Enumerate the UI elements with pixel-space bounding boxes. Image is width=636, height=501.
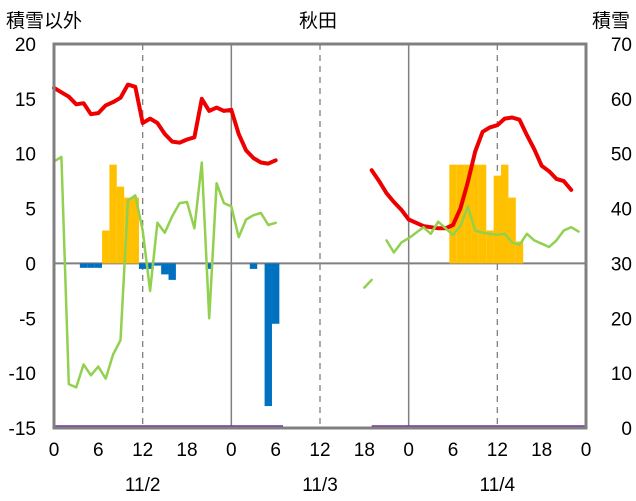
precipitation-bar — [249, 263, 258, 269]
snowfall-bar — [464, 164, 472, 264]
left-tick-label: 20 — [15, 35, 36, 56]
right-tick-label: 0 — [621, 419, 632, 440]
x-tick-label: 0 — [49, 440, 60, 461]
snowfall-bar — [501, 164, 509, 264]
right-tick-label: 40 — [611, 200, 632, 221]
x-tick-label: 12 — [309, 440, 330, 461]
snowfall-bar — [493, 175, 502, 264]
precipitation-bar — [146, 263, 154, 269]
right-tick-label: 70 — [611, 35, 632, 56]
dew-point-line — [385, 205, 580, 254]
temperature-line — [52, 82, 278, 166]
right-tick-label: 10 — [611, 364, 632, 385]
snowfall-bar — [124, 197, 132, 264]
precipitation-bar — [271, 263, 280, 324]
left-tick-label: -10 — [9, 364, 36, 385]
date-label: 11/2 — [125, 475, 161, 496]
left-tick-label: -15 — [9, 419, 36, 440]
snowfall-bar — [508, 197, 516, 264]
precipitation-bar — [138, 263, 147, 269]
chart-title: 秋田 — [299, 10, 337, 32]
x-tick-label: 0 — [403, 440, 414, 461]
snowfall-bar — [131, 197, 139, 264]
left-axis-title: 積雪以外 — [6, 10, 82, 32]
dew-point-line — [52, 155, 277, 389]
x-tick-label: 0 — [581, 440, 592, 461]
precipitation-bar — [87, 263, 95, 268]
x-tick-label: 6 — [448, 440, 459, 461]
left-tick-label: 0 — [25, 254, 36, 275]
x-tick-label: 6 — [93, 440, 104, 461]
precipitation-bar — [168, 263, 176, 280]
right-tick-label: 20 — [611, 309, 632, 330]
right-tick-label: 30 — [611, 254, 632, 275]
right-tick-label: 50 — [611, 145, 632, 166]
precipitation-bar — [153, 263, 162, 266]
snowfall-bar — [116, 186, 125, 264]
date-label: 11/4 — [480, 475, 516, 496]
snowfall-bar — [515, 241, 524, 264]
x-tick-label: 6 — [270, 440, 281, 461]
left-tick-label: -5 — [19, 309, 36, 330]
precipitation-bar — [205, 263, 213, 269]
date-label: 11/3 — [302, 475, 338, 496]
snowfall-bar — [102, 230, 110, 264]
precipitation-bar — [79, 263, 88, 268]
x-tick-label: 0 — [226, 440, 237, 461]
x-tick-label: 18 — [531, 440, 552, 461]
plot-frame — [52, 42, 588, 430]
left-tick-label: 5 — [25, 200, 36, 221]
bars — [79, 164, 524, 407]
right-tick-label: 60 — [611, 90, 632, 111]
precipitation-bar — [94, 263, 103, 268]
snowfall-bar — [456, 164, 465, 264]
snowfall-bar — [109, 164, 117, 264]
temperature-line — [369, 115, 574, 231]
x-tick-label: 18 — [354, 440, 375, 461]
x-tick-label: 12 — [132, 440, 153, 461]
snowfall-bar — [478, 164, 487, 264]
precipitation-bar — [264, 263, 272, 407]
snowfall-bar — [486, 230, 494, 264]
left-tick-label: 10 — [15, 145, 36, 166]
snowfall-bar — [471, 164, 479, 264]
x-tick-label: 18 — [176, 440, 197, 461]
left-tick-label: 15 — [15, 90, 36, 111]
right-axis-title: 積雪 — [592, 10, 630, 32]
snowfall-bar — [449, 164, 457, 264]
dew-point-line — [363, 278, 373, 289]
precipitation-bar — [161, 263, 169, 275]
x-tick-label: 12 — [487, 440, 508, 461]
